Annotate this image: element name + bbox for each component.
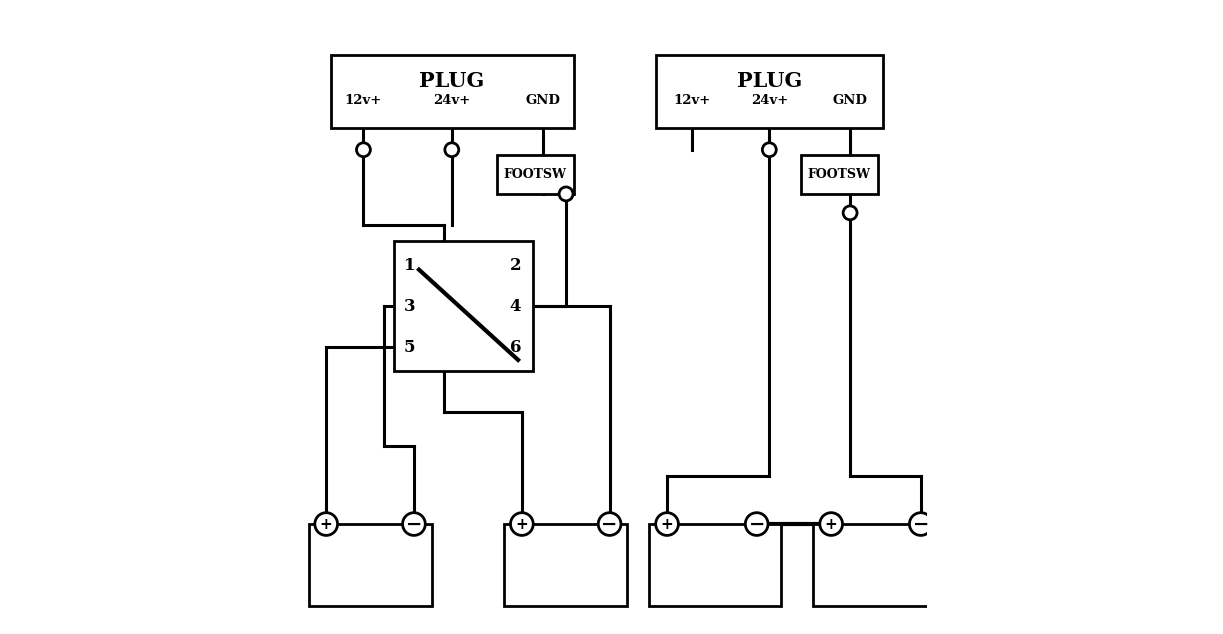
Circle shape	[819, 513, 843, 535]
Text: 3: 3	[404, 298, 416, 314]
Text: 4: 4	[510, 298, 521, 314]
Circle shape	[745, 513, 768, 535]
Circle shape	[598, 513, 621, 535]
Circle shape	[314, 513, 338, 535]
Bar	[330, 55, 574, 127]
Bar	[497, 155, 574, 194]
Circle shape	[559, 187, 574, 201]
Circle shape	[402, 513, 426, 535]
Bar	[801, 155, 878, 194]
Circle shape	[356, 143, 371, 157]
Text: 5: 5	[404, 339, 416, 356]
Text: 12v+: 12v+	[345, 94, 382, 107]
Text: +: +	[660, 517, 674, 531]
Text: −: −	[406, 515, 422, 534]
Circle shape	[910, 513, 932, 535]
Text: 12v+: 12v+	[674, 94, 711, 107]
Text: −: −	[912, 515, 929, 534]
Text: FOOTSW: FOOTSW	[504, 168, 566, 181]
Circle shape	[656, 513, 679, 535]
Text: 2: 2	[510, 257, 521, 274]
Text: +: +	[319, 517, 333, 531]
Bar	[649, 524, 780, 606]
Text: PLUG: PLUG	[736, 71, 802, 91]
Circle shape	[510, 513, 533, 535]
Bar	[656, 55, 883, 127]
Text: 1: 1	[404, 257, 416, 274]
Text: FOOTSW: FOOTSW	[808, 168, 871, 181]
Bar	[504, 524, 627, 606]
Text: +: +	[515, 517, 528, 531]
Text: GND: GND	[833, 94, 867, 107]
Bar	[308, 524, 432, 606]
Text: −: −	[602, 515, 618, 534]
Circle shape	[762, 143, 777, 157]
Text: GND: GND	[526, 94, 561, 107]
Text: +: +	[824, 517, 838, 531]
Text: 6: 6	[510, 339, 521, 356]
Circle shape	[843, 206, 857, 220]
Text: PLUG: PLUG	[419, 71, 484, 91]
Bar	[813, 524, 945, 606]
Text: −: −	[748, 515, 764, 534]
Circle shape	[445, 143, 459, 157]
Text: 24v+: 24v+	[433, 94, 471, 107]
Text: 24v+: 24v+	[751, 94, 788, 107]
Bar	[394, 242, 532, 371]
